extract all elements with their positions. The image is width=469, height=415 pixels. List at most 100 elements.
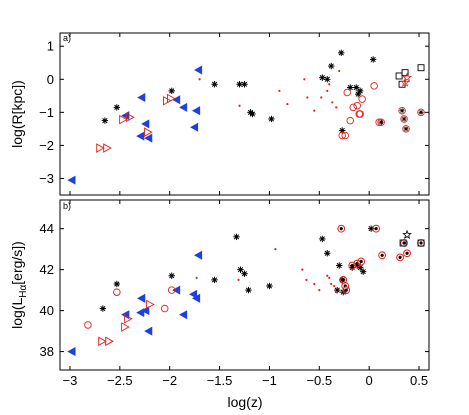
- panel-a: a) −3 −2 −1 0 1 log(R[kpc]): [9, 32, 430, 196]
- panel-b-point-filled-left-triangle: [67, 347, 76, 357]
- panel-b-ytick-label: 40: [40, 303, 54, 318]
- panel-a-label: a): [63, 33, 71, 43]
- panel-a-point-asterisk: [369, 56, 377, 63]
- panel-b-point-asterisk: [99, 305, 107, 312]
- panel-b-point-circle-dot: [396, 253, 404, 262]
- panel-b-xtick-label: −1: [262, 373, 277, 388]
- panel-a-ytick-label: −1: [39, 105, 54, 120]
- panel-b-point-filled-left-triangle: [121, 310, 130, 320]
- panel-b-point-circle-dot: [342, 286, 351, 295]
- panel-a-point-open-square: [401, 69, 409, 77]
- panel-a-frame: [59, 32, 430, 196]
- panel-b-ytick-label: 38: [40, 344, 54, 359]
- panel-b-point-filled-left-triangle: [189, 289, 198, 299]
- panel-b-point-filled-left-triangle: [137, 293, 146, 303]
- panel-a-point-open-right-triangle: [96, 143, 105, 153]
- panel-a-point-open-circle: [343, 88, 351, 97]
- panel-b-point-red-dot: [313, 282, 316, 286]
- panel-a-point-red-dot: [303, 78, 306, 81]
- panel-a-point-open-circle: [338, 131, 346, 140]
- panel-b-point-red-dot: [333, 284, 336, 288]
- panel-a-point-asterisk: [249, 110, 256, 118]
- x-axis-label: log(z): [227, 394, 262, 410]
- panel-a-point-open-circle: [349, 103, 357, 112]
- panel-a-point-asterisk: [101, 117, 109, 124]
- panel-a-ylabel: log(R[kpc]): [9, 80, 25, 148]
- panel-b-point-open-circle: [84, 321, 92, 329]
- panel-a-point-filled-left-triangle: [136, 131, 145, 141]
- panel-b-point-red-dot: [318, 289, 321, 292]
- panel-a-point-red-dot: [335, 106, 338, 109]
- panel-b-point-red-dot: [301, 268, 304, 271]
- panel-b-label: b): [63, 201, 71, 211]
- panel-a-point-red-dot: [238, 104, 241, 107]
- panel-b-point-open-square: [417, 239, 425, 247]
- panel-a-point-red-dot: [286, 102, 289, 106]
- panel-a-point-red-dot: [313, 109, 316, 112]
- panel-b-xtick-label: −0.5: [306, 373, 332, 388]
- panel-a-point-red-dot: [198, 78, 201, 81]
- panel-a-point-asterisk: [356, 87, 364, 95]
- panel-a-point-asterisk: [338, 49, 345, 57]
- panel-a-point-open-square: [417, 64, 425, 72]
- panel-b-point-circle-dot: [417, 239, 425, 247]
- panel-a-ytick-label: −2: [39, 138, 54, 153]
- panel-a-point-open-right-triangle: [167, 93, 176, 104]
- panel-b-point-circle-dot: [348, 261, 357, 270]
- panel-a-point-red-dot: [338, 69, 341, 73]
- panel-a-point-open-right-triangle: [126, 112, 135, 123]
- panel-a-point-red-dot: [278, 89, 281, 92]
- panel-b-xtick-label: −2.5: [107, 373, 133, 388]
- panel-a-point-open-circle: [346, 116, 354, 125]
- panel-a-point-asterisk: [211, 81, 218, 88]
- panel-b-point-asterisk: [113, 280, 121, 288]
- panel-b-ytick-label: 44: [40, 221, 54, 236]
- panel-a-point-circle-asterisk: [417, 108, 425, 117]
- panel-b-point-red-dot: [237, 278, 240, 281]
- panel-a-point-asterisk: [339, 127, 346, 134]
- panel-a-point-red-dot: [326, 89, 329, 92]
- panel-a-point-open-circle: [341, 131, 349, 140]
- panel-a-point-asterisk: [241, 81, 248, 88]
- panel-b-point-filled-left-triangle: [192, 293, 201, 303]
- panel-b-point-circle-dot: [372, 224, 381, 233]
- panel-a-point-asterisk: [168, 87, 175, 95]
- panel-a-point-red-dot: [331, 101, 334, 104]
- panel-a-point-circle-asterisk: [377, 118, 385, 127]
- panel-b-point-filled-left-triangle: [144, 326, 153, 336]
- panel-b-point-red-dot: [326, 274, 329, 277]
- panel-a-point-filled-left-triangle: [192, 106, 201, 116]
- panel-b-point-circle-dot: [403, 249, 411, 258]
- panel-a-point-open-right-triangle: [103, 143, 112, 153]
- panel-a-point-red-dot: [320, 96, 323, 99]
- panel-a-point-asterisk: [268, 115, 275, 123]
- panel-b-point-asterisk: [266, 282, 273, 290]
- panel-a-point-asterisk: [347, 84, 354, 91]
- panel-a-point-asterisk: [319, 74, 326, 81]
- panel-b-point-open-right-triangle: [105, 336, 114, 347]
- panel-b-frame: [59, 199, 430, 371]
- panel-a-point-filled-left-triangle: [141, 119, 150, 129]
- panel-b-point-filled-left-triangle: [194, 250, 203, 260]
- panel-a-ytick-label: 1: [47, 39, 54, 54]
- panel-a-point-circle-asterisk: [398, 106, 406, 115]
- panel-b-point-red-dot: [335, 291, 338, 294]
- panel-b-ytick-label: 42: [40, 262, 54, 277]
- panel-b-xtick-label: −2: [162, 373, 177, 388]
- panel-a-point-filled-left-triangle: [179, 102, 188, 112]
- panel-a-point-open-circle: [356, 110, 364, 118]
- panel-a-point-filled-left-triangle: [144, 133, 153, 143]
- panel-b-point-asterisk: [168, 272, 175, 279]
- panel-b-point-red-dot: [305, 278, 308, 281]
- panel-a-point-circle-asterisk: [402, 125, 410, 133]
- panel-b-point-open-right-triangle: [98, 336, 107, 347]
- panel-b-point-red-dot: [195, 276, 198, 279]
- panel-b-point-asterisk: [233, 233, 240, 241]
- panel-b-point-asterisk: [336, 262, 343, 269]
- panel-a-ytick-label: 0: [47, 72, 54, 87]
- panel-a-point-open-circle: [370, 82, 378, 90]
- panel-b-point-open-right-triangle: [146, 299, 155, 310]
- panel-b-xtick-label: −3: [63, 373, 78, 388]
- panel-b-point-filled-left-triangle: [172, 285, 181, 295]
- panel-a-point-filled-left-triangle: [172, 95, 181, 105]
